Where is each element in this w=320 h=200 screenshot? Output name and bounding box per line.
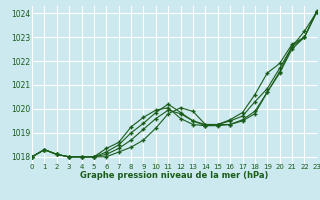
X-axis label: Graphe pression niveau de la mer (hPa): Graphe pression niveau de la mer (hPa) bbox=[80, 171, 268, 180]
